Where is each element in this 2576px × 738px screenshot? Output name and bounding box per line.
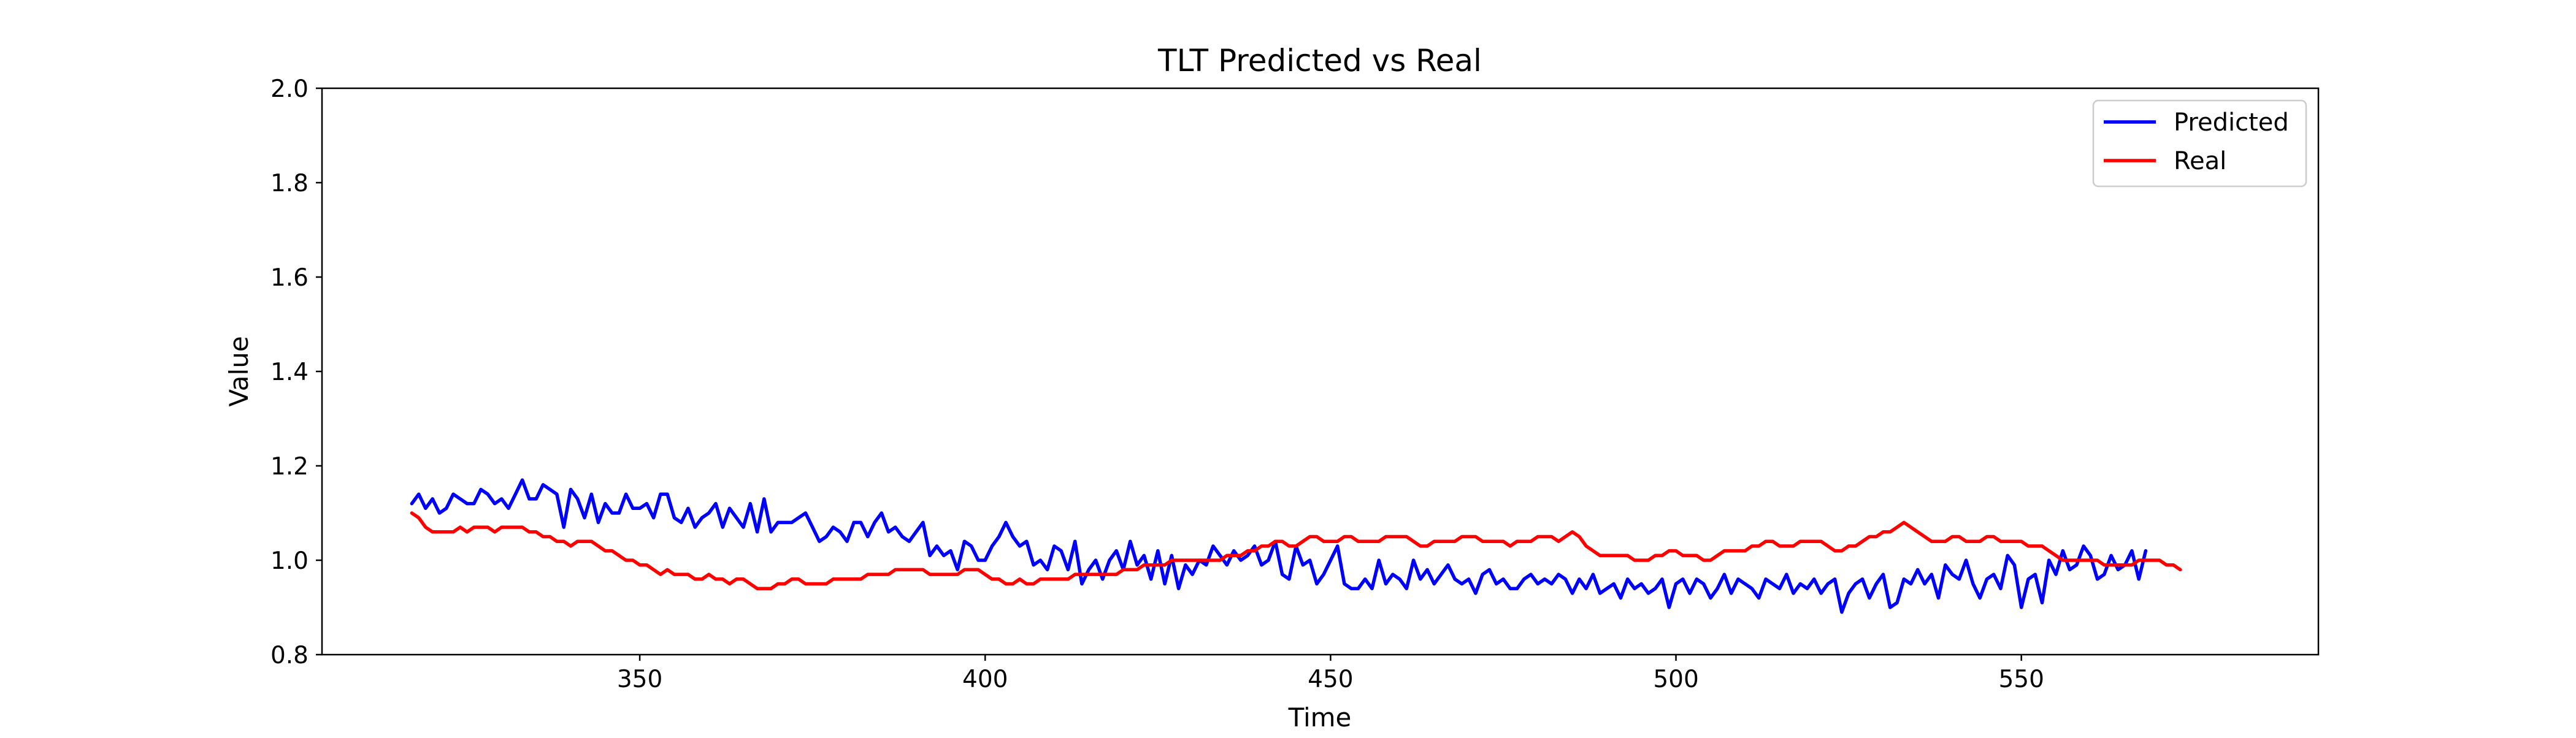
series-line-real bbox=[410, 511, 2182, 590]
x-axis-label: Time bbox=[1288, 702, 1352, 732]
y-tick-label: 1.0 bbox=[270, 547, 309, 575]
legend-label-predicted: Predicted bbox=[2174, 108, 2289, 137]
y-tick-label: 1.4 bbox=[270, 359, 309, 386]
x-tick-label: 350 bbox=[617, 666, 662, 693]
x-tick-label: 450 bbox=[1308, 666, 1353, 693]
y-tick-label: 1.2 bbox=[270, 453, 309, 481]
x-tick-label: 500 bbox=[1653, 666, 1698, 693]
legend-label-real: Real bbox=[2174, 147, 2226, 175]
x-axis: 350 400 450 500 550 bbox=[617, 655, 2044, 693]
y-tick-label: 1.8 bbox=[270, 170, 309, 197]
chart-title: TLT Predicted vs Real bbox=[1157, 43, 1482, 78]
y-tick-label: 1.6 bbox=[270, 264, 309, 292]
legend: Predicted Real bbox=[2092, 99, 2307, 188]
x-tick-label: 550 bbox=[1998, 666, 2044, 693]
x-tick-label: 400 bbox=[962, 666, 1008, 693]
series-layer bbox=[410, 478, 2182, 614]
y-tick-label: 0.8 bbox=[270, 642, 309, 669]
y-axis-label: Value bbox=[224, 336, 254, 406]
y-axis: 0.8 1.0 1.2 1.4 1.6 1.8 2.0 bbox=[270, 75, 322, 669]
y-tick-label: 2.0 bbox=[270, 75, 309, 103]
series-line-predicted bbox=[410, 478, 2148, 614]
